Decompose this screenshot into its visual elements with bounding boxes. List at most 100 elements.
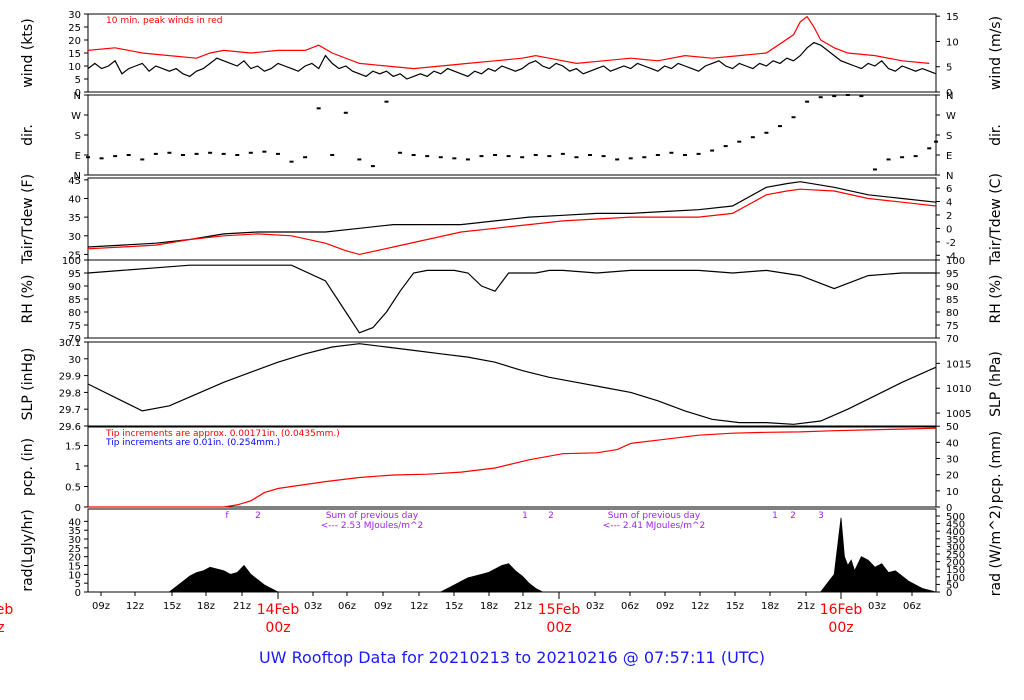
dir-point [913, 155, 918, 158]
left-axis-label: pcp. (in) [20, 438, 36, 496]
left-tick-label: N [74, 171, 81, 182]
x-tick-label: 15z [163, 601, 181, 612]
left-tick-label: 0 [75, 88, 81, 99]
right-tick-label: E [946, 151, 952, 162]
dir-point [493, 154, 498, 156]
right-tick-label: W [946, 111, 956, 122]
dir-point [764, 131, 769, 134]
dir-point [832, 95, 837, 98]
dir-point [438, 156, 443, 159]
dir-point [682, 154, 687, 156]
right-tick-label: 15 [946, 12, 959, 23]
dir-point [235, 154, 240, 156]
dir-point [818, 96, 823, 99]
dir-point [886, 158, 891, 161]
dir-point [248, 151, 253, 154]
right-tick-label: 1015 [946, 359, 971, 370]
dir-point [845, 94, 850, 96]
x-tick-label: 21z [514, 601, 532, 612]
x-tick-label: 09z [656, 601, 674, 612]
left-tick-label: 25 [68, 23, 81, 34]
dir-point [588, 154, 593, 156]
left-tick-label: 35 [68, 526, 81, 537]
rad-mark: 3 [818, 511, 824, 521]
dir-point [574, 156, 579, 159]
wind-series-0 [87, 41, 937, 80]
panel-frame [87, 94, 937, 176]
tip-note-red: Tip increments are approx. 0.00171in. (0… [105, 429, 340, 439]
day-label-date: 14Feb [257, 602, 300, 618]
left-tick-label: 29.9 [59, 372, 81, 383]
left-tick-label: 20 [68, 553, 81, 564]
rad-mark: 1 [772, 511, 778, 521]
right-tick-label: 1005 [946, 409, 971, 420]
dir-point [791, 116, 796, 119]
rad-sum-line1: Sum of previous day [608, 511, 701, 521]
rad-sum-line1: Sum of previous day [326, 511, 419, 521]
dir-point [99, 157, 104, 160]
dir-point [642, 156, 647, 159]
left-tick-label: S [75, 131, 81, 142]
right-tick-label: 10 [946, 37, 959, 48]
right-tick-label: S [946, 131, 952, 142]
right-tick-label: 150 [946, 565, 965, 576]
left-tick-label: N [74, 91, 81, 102]
dir-point [601, 155, 606, 158]
panel-slp: 29.6 29.7 29.8 29.9 30 30.1 1005 1010 1015 SLP (i… [20, 338, 1004, 433]
dir-point [126, 154, 131, 156]
x-tick-label: 06z [903, 601, 921, 612]
x-tick-label: 15z [726, 601, 744, 612]
dir-point [140, 158, 145, 161]
right-tick-label: 10 [946, 487, 959, 498]
x-tick-label: 06z [621, 601, 639, 612]
wind-series-1 [87, 15, 930, 70]
left-axis-label: wind (kts) [20, 18, 36, 87]
right-tick-label: 1010 [946, 384, 971, 395]
right-tick-label: 100 [946, 573, 965, 584]
panel-rad: 0510152025303540050100150200250300350400… [20, 505, 1004, 599]
x-tick-label: 18z [197, 601, 215, 612]
left-tick-label: 15 [68, 49, 81, 60]
dir-point [194, 152, 199, 155]
right-axis-label: rad (W/m^2) [988, 505, 1004, 596]
x-tick-label: 12z [126, 601, 144, 612]
dir-point [303, 156, 308, 159]
right-axis-label: SLP (hPa) [988, 351, 1004, 417]
left-tick-label: 0 [75, 503, 81, 514]
right-tick-label: 0 [946, 88, 952, 99]
left-tick-label: W [71, 111, 81, 122]
dir-point [465, 158, 470, 161]
day-label-hour: 00z [546, 620, 571, 636]
day-label-hour: 00z [265, 620, 290, 636]
right-axis-label: wind (m/s) [988, 16, 1004, 90]
dir-point [180, 154, 185, 156]
x-tick-label: 03z [304, 601, 322, 612]
dir-point [710, 149, 715, 152]
dir-point [750, 136, 755, 139]
day-label-hour: 00z [828, 620, 853, 636]
dir-point [452, 157, 457, 160]
panel-frame [87, 259, 937, 339]
right-tick-label: 0 [946, 588, 952, 599]
dir-point [872, 168, 877, 171]
dir-point [398, 151, 403, 154]
left-tick-label: 100 [62, 256, 81, 267]
right-tick-label: 50 [946, 580, 959, 591]
right-tick-label: -4 [946, 251, 956, 262]
time-axis: 09z 12z 15z 18z 21z 03z 06z 09z 12z 15z 18z 21z 03z 0… [0, 592, 921, 636]
dir-point [384, 100, 389, 103]
dir-point [113, 155, 118, 158]
right-axis-label: pcp. (mm) [988, 431, 1004, 504]
rad-sum-line2: <--- 2.41 MJoules/m^2 [603, 521, 705, 531]
dir-point [208, 151, 213, 154]
left-tick-label: 25 [68, 250, 81, 261]
left-axis-label: RH (%) [20, 275, 36, 324]
panel-frame [87, 341, 937, 427]
left-tick-label: 0 [75, 588, 81, 599]
dir-point [805, 100, 810, 103]
dir-point [289, 160, 294, 163]
left-tick-label: 95 [68, 269, 81, 280]
right-tick-label: 6 [946, 184, 952, 195]
x-tick-label: 03z [868, 601, 886, 612]
